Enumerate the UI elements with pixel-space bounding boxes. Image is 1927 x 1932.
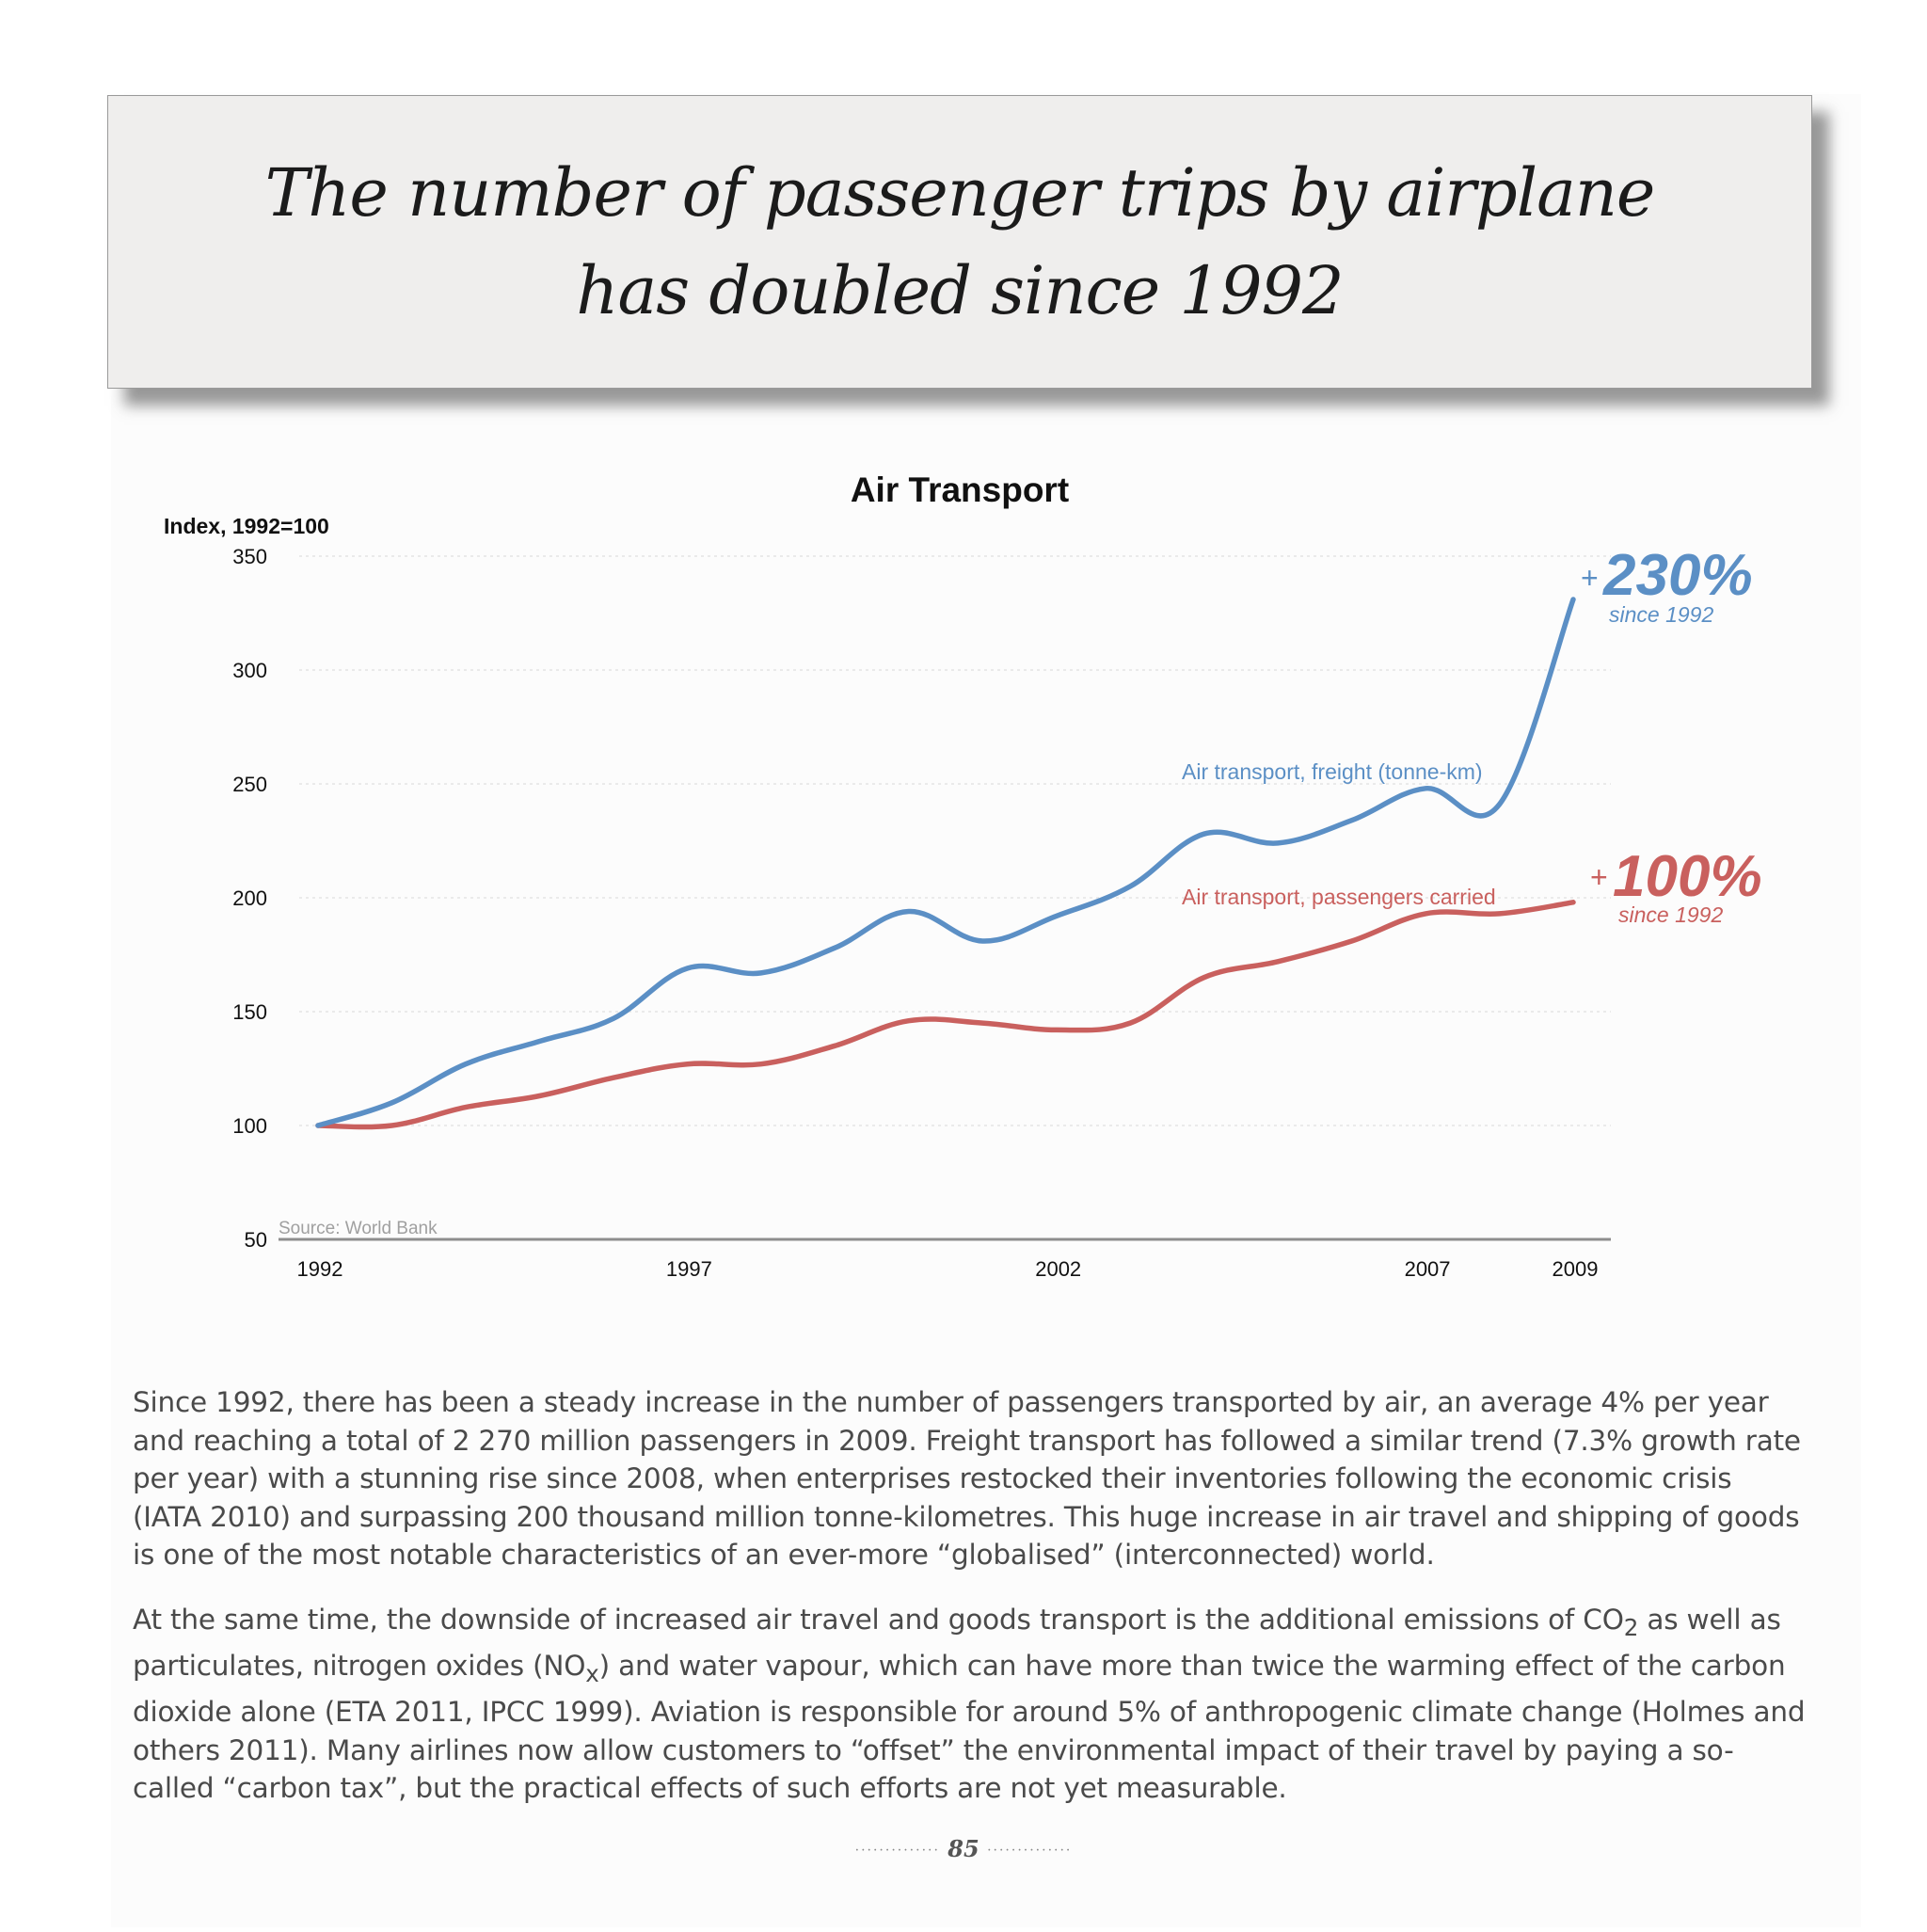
freight-growth-note: since 1992 <box>1609 602 1713 627</box>
x-tick-labels: 1992 1997 2002 2007 2009 <box>297 1257 1599 1281</box>
x-tick-label: 1992 <box>297 1257 343 1281</box>
series-label-passengers: Air transport, passengers carried <box>1182 885 1496 909</box>
passengers-plus-sign: + <box>1590 860 1608 894</box>
nox-subscript: x <box>585 1660 598 1687</box>
passengers-growth-note: since 1992 <box>1618 902 1723 927</box>
page-number-dots-left: ·············· <box>855 1844 940 1859</box>
body-text: Since 1992, there has been a steady incr… <box>133 1383 1808 1834</box>
y-tick-label: 350 <box>232 545 267 568</box>
freight-growth-value: 230% <box>1602 543 1753 608</box>
gridlines <box>299 556 1611 1126</box>
y-tick-label: 200 <box>232 886 267 910</box>
x-tick-label: 2002 <box>1035 1257 1081 1281</box>
paragraph-1: Since 1992, there has been a steady incr… <box>133 1383 1808 1574</box>
source-note: Source: World Bank <box>279 1219 438 1238</box>
series-label-freight: Air transport, freight (tonne-km) <box>1182 759 1483 784</box>
y-tick-labels: 350 300 250 200 150 100 50 <box>232 545 267 1252</box>
passengers-growth-value: 100% <box>1613 844 1762 909</box>
y-axis-label: Index, 1992=100 <box>164 514 329 538</box>
series-lines <box>318 599 1573 1127</box>
page-number: 85 <box>948 1835 979 1862</box>
freight-annotation: Air transport, freight (tonne-km) + 230%… <box>1182 543 1753 784</box>
chart-title: Air Transport <box>851 471 1069 509</box>
page-number-dots-right: ·············· <box>987 1844 1072 1859</box>
paragraph-2-part-1: At the same time, the downside of increa… <box>133 1604 1624 1636</box>
x-tick-label: 2007 <box>1405 1257 1451 1281</box>
y-tick-label: 250 <box>232 773 267 796</box>
passengers-line <box>318 902 1573 1127</box>
x-tick-label: 1997 <box>666 1257 712 1281</box>
y-tick-label: 50 <box>245 1228 267 1252</box>
freight-plus-sign: + <box>1581 561 1599 595</box>
y-tick-label: 100 <box>232 1114 267 1138</box>
x-tick-label: 2009 <box>1553 1257 1599 1281</box>
y-tick-label: 300 <box>232 659 267 682</box>
freight-line <box>318 599 1573 1126</box>
co2-subscript: 2 <box>1624 1613 1638 1640</box>
y-tick-label: 150 <box>232 1000 267 1024</box>
page-number-footer: ·············· 85 ·············· <box>0 1835 1927 1862</box>
paragraph-2: At the same time, the downside of increa… <box>133 1601 1808 1808</box>
